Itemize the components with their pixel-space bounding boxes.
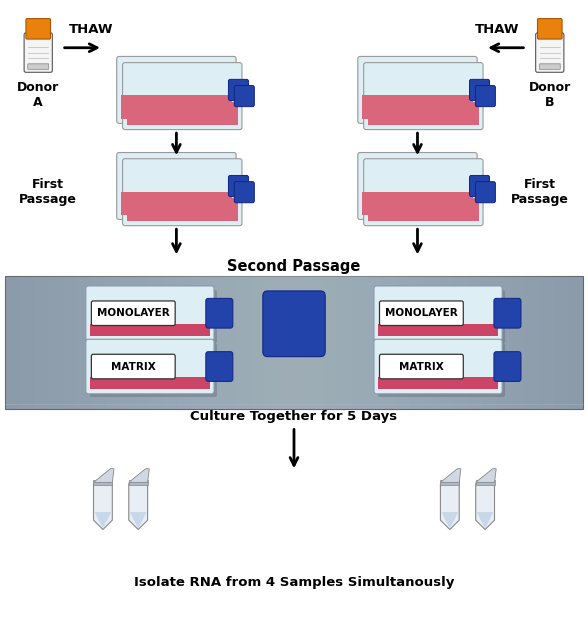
- FancyBboxPatch shape: [234, 182, 254, 203]
- Text: MONOLAYER: MONOLAYER: [385, 308, 458, 318]
- Text: MATRIX: MATRIX: [399, 361, 444, 371]
- FancyBboxPatch shape: [228, 79, 248, 100]
- FancyBboxPatch shape: [122, 63, 242, 130]
- FancyBboxPatch shape: [475, 86, 495, 107]
- Bar: [440, 480, 459, 485]
- FancyBboxPatch shape: [228, 175, 248, 197]
- Bar: [90, 324, 210, 336]
- FancyBboxPatch shape: [469, 175, 489, 197]
- FancyBboxPatch shape: [358, 56, 477, 123]
- FancyBboxPatch shape: [206, 352, 233, 381]
- Bar: [127, 102, 238, 125]
- FancyBboxPatch shape: [379, 354, 463, 379]
- Bar: [362, 192, 473, 215]
- Bar: [378, 377, 498, 389]
- FancyBboxPatch shape: [363, 159, 483, 226]
- FancyBboxPatch shape: [374, 339, 502, 394]
- Polygon shape: [129, 469, 149, 482]
- Text: Second Passage: Second Passage: [228, 259, 360, 274]
- Bar: [129, 480, 148, 485]
- FancyBboxPatch shape: [86, 286, 214, 340]
- Bar: [368, 198, 479, 221]
- FancyBboxPatch shape: [90, 343, 217, 397]
- Bar: [368, 102, 479, 125]
- FancyBboxPatch shape: [374, 286, 502, 340]
- Text: THAW: THAW: [69, 24, 113, 36]
- Text: First
Passage: First Passage: [511, 178, 569, 206]
- Polygon shape: [130, 512, 146, 528]
- FancyBboxPatch shape: [469, 79, 489, 100]
- Polygon shape: [95, 512, 111, 528]
- FancyBboxPatch shape: [263, 291, 325, 356]
- FancyBboxPatch shape: [206, 298, 233, 328]
- FancyBboxPatch shape: [116, 153, 236, 219]
- Bar: [127, 198, 238, 221]
- Text: MONOLAYER: MONOLAYER: [97, 308, 170, 318]
- FancyBboxPatch shape: [378, 343, 505, 397]
- FancyBboxPatch shape: [116, 56, 236, 123]
- FancyBboxPatch shape: [475, 182, 495, 203]
- Text: MATRIX: MATRIX: [111, 361, 156, 371]
- FancyBboxPatch shape: [494, 298, 521, 328]
- FancyBboxPatch shape: [537, 19, 562, 39]
- FancyBboxPatch shape: [539, 64, 560, 69]
- FancyBboxPatch shape: [358, 153, 477, 219]
- FancyBboxPatch shape: [24, 33, 52, 73]
- Polygon shape: [440, 484, 459, 529]
- FancyBboxPatch shape: [378, 290, 505, 343]
- FancyBboxPatch shape: [234, 86, 254, 107]
- FancyBboxPatch shape: [26, 19, 51, 39]
- FancyBboxPatch shape: [379, 301, 463, 326]
- Polygon shape: [476, 469, 496, 482]
- Bar: [121, 192, 232, 215]
- Bar: [121, 95, 232, 119]
- Text: THAW: THAW: [475, 24, 519, 36]
- Polygon shape: [442, 512, 458, 528]
- FancyBboxPatch shape: [86, 339, 214, 394]
- Polygon shape: [93, 469, 114, 482]
- Text: First
Passage: First Passage: [19, 178, 77, 206]
- Text: Donor
B: Donor B: [529, 81, 571, 108]
- FancyBboxPatch shape: [494, 352, 521, 381]
- FancyBboxPatch shape: [536, 33, 564, 73]
- FancyBboxPatch shape: [90, 290, 217, 343]
- Bar: [378, 324, 498, 336]
- FancyBboxPatch shape: [91, 301, 175, 326]
- Bar: [90, 377, 210, 389]
- Text: Isolate RNA from 4 Samples Simultanously: Isolate RNA from 4 Samples Simultanously: [134, 577, 454, 589]
- Polygon shape: [477, 512, 493, 528]
- Polygon shape: [93, 484, 112, 529]
- Polygon shape: [476, 484, 495, 529]
- Polygon shape: [440, 469, 461, 482]
- FancyBboxPatch shape: [5, 276, 583, 409]
- Bar: [476, 480, 495, 485]
- Bar: [362, 95, 473, 119]
- Text: Culture Together for 5 Days: Culture Together for 5 Days: [191, 410, 397, 423]
- Polygon shape: [129, 484, 148, 529]
- FancyBboxPatch shape: [91, 354, 175, 379]
- FancyBboxPatch shape: [363, 63, 483, 130]
- FancyBboxPatch shape: [122, 159, 242, 226]
- Bar: [93, 480, 112, 485]
- FancyBboxPatch shape: [28, 64, 49, 69]
- Text: Donor
A: Donor A: [17, 81, 59, 108]
